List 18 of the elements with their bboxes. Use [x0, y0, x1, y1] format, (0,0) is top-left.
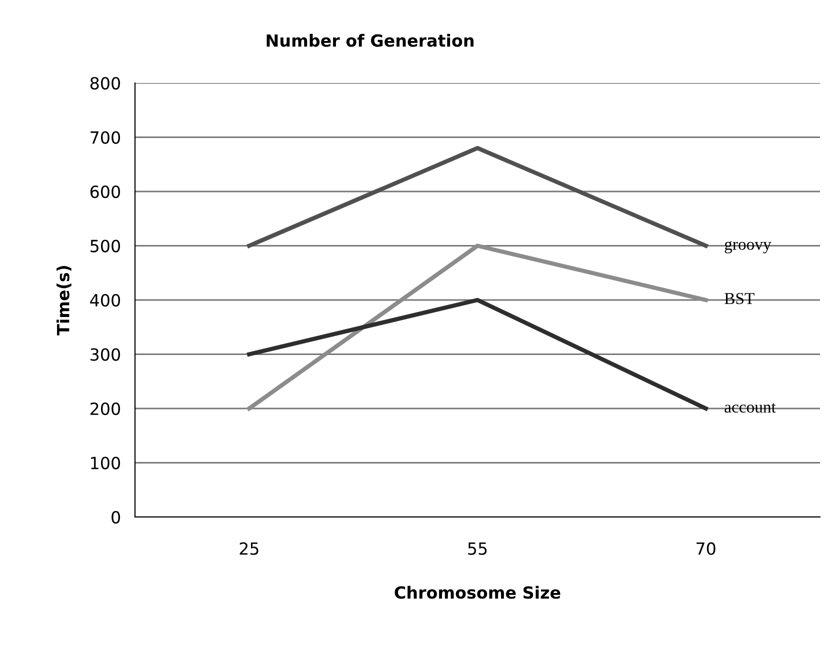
- y-tick-label: 400: [90, 294, 120, 307]
- y-axis-title: Time(s): [56, 266, 72, 336]
- y-tick-label: 500: [90, 240, 120, 252]
- y-tick-label: 800: [90, 76, 120, 90]
- y-tick-label: 300: [90, 348, 120, 361]
- x-tick-label: 55: [468, 542, 487, 555]
- y-tick-label: 200: [90, 402, 120, 416]
- series-label: groovy: [724, 241, 772, 254]
- x-tick-label: 25: [240, 542, 258, 555]
- y-tick-label: 600: [90, 185, 120, 198]
- x-tick-label: 70: [696, 542, 716, 555]
- series-label: account: [724, 403, 776, 413]
- chart-title: Number of Generation: [266, 34, 474, 47]
- y-tick-label: 100: [91, 456, 120, 470]
- y-tick-label: 700: [90, 131, 120, 144]
- x-axis-title: Chromosome Size: [394, 586, 560, 599]
- y-tick-label: 0: [112, 510, 120, 524]
- series-label: BST: [724, 292, 754, 304]
